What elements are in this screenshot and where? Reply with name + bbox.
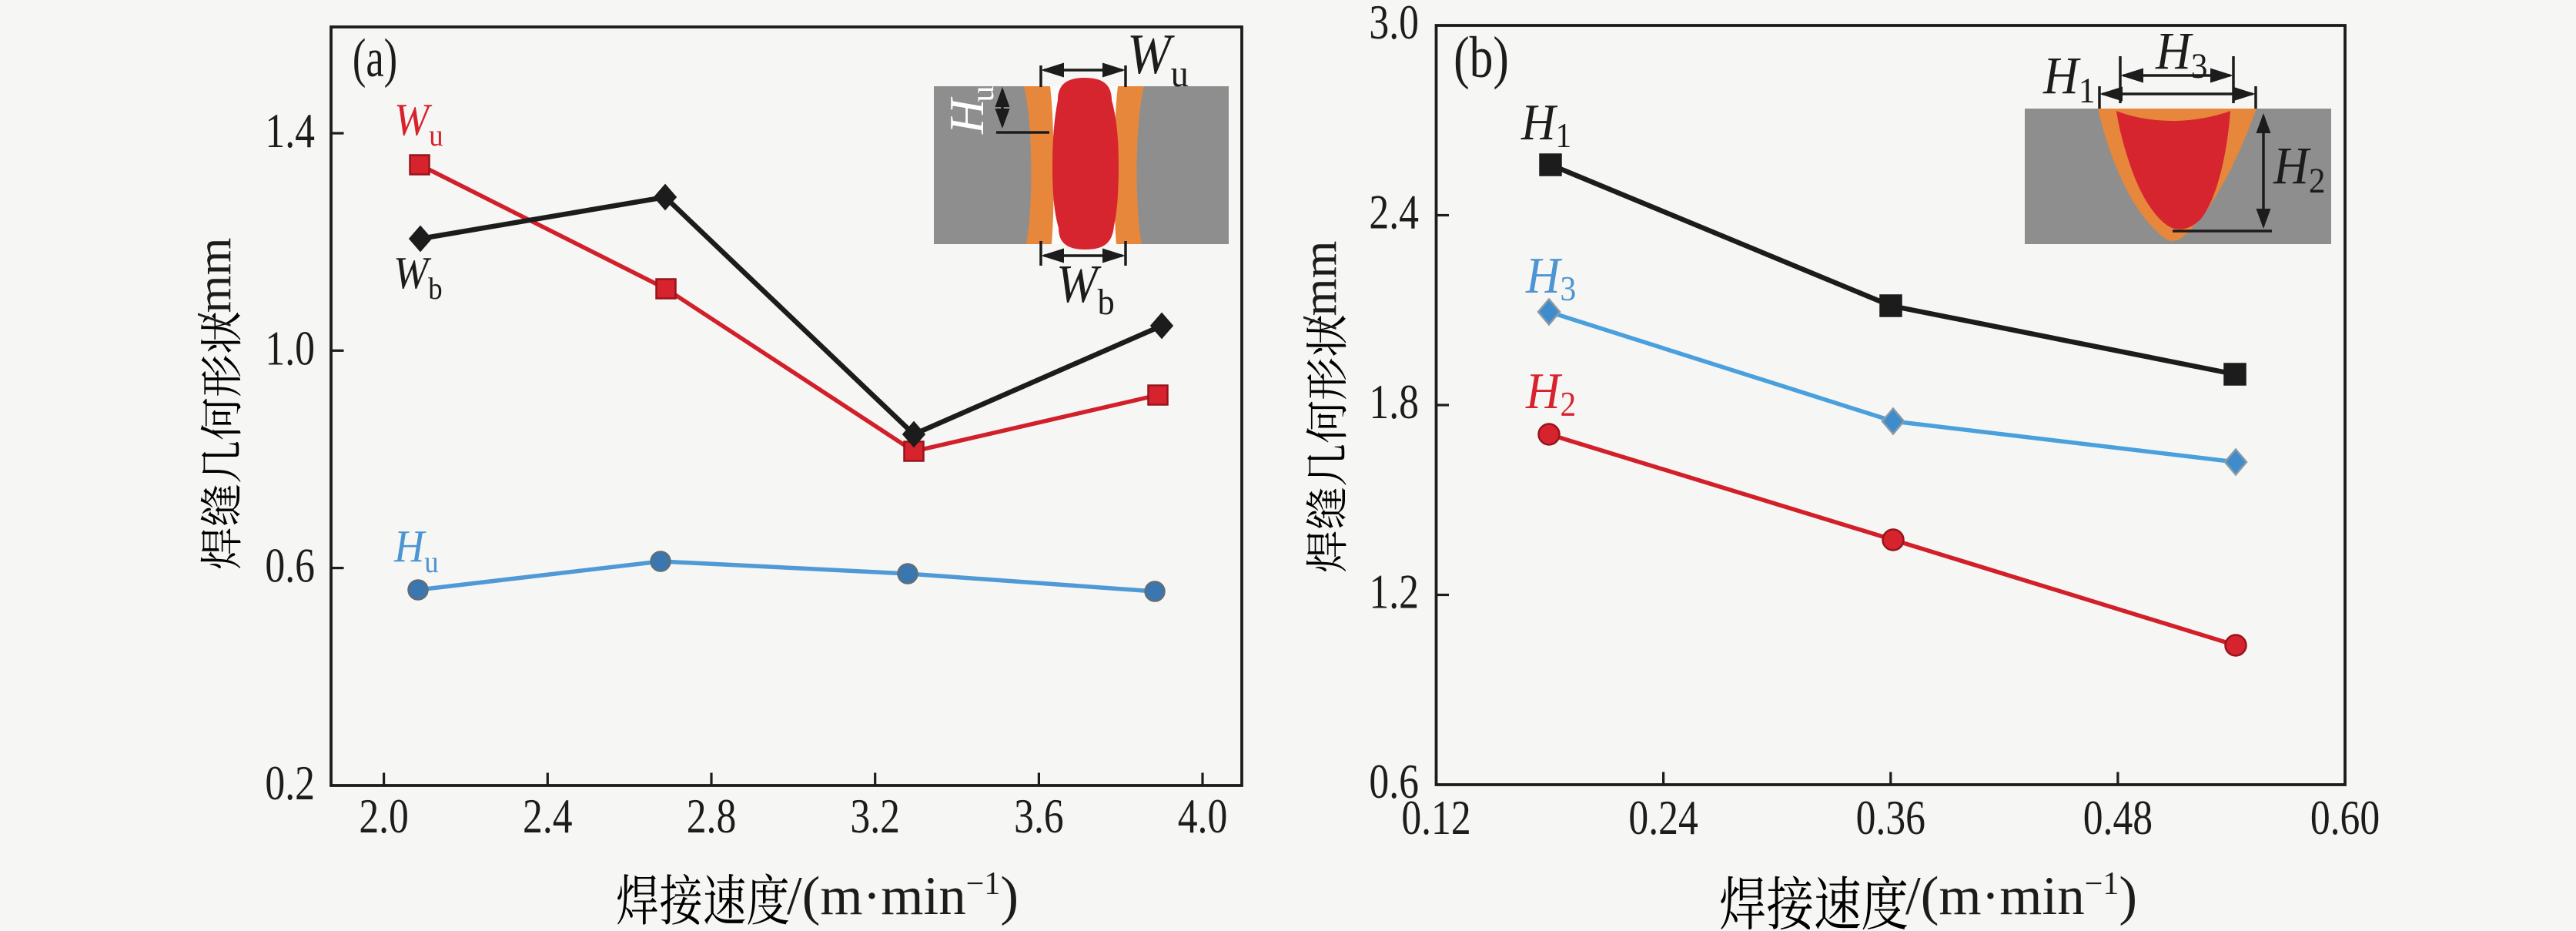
svg-text:1.8: 1.8 [1369,376,1419,429]
svg-text:0.12: 0.12 [1401,792,1470,845]
svg-text:3.6: 3.6 [1014,790,1064,843]
svg-text:Wb: Wb [1056,254,1115,323]
svg-text:2.4: 2.4 [1369,186,1419,239]
svg-text:/mm: /mm [1293,240,1347,330]
svg-text:0.60: 0.60 [2310,792,2380,845]
svg-text:/mm: /mm [187,237,241,327]
svg-text:0.6: 0.6 [265,540,315,593]
svg-text:2.8: 2.8 [687,790,737,843]
svg-text:(a): (a) [353,27,397,89]
svg-text:2.0: 2.0 [359,790,409,843]
svg-text:1.0: 1.0 [265,323,315,376]
svg-text:2.4: 2.4 [523,790,573,843]
svg-text:1.4: 1.4 [265,105,315,158]
svg-text:0.2: 0.2 [265,757,315,810]
svg-text:4.0: 4.0 [1178,790,1228,843]
svg-text:3.2: 3.2 [850,790,900,843]
svg-text:0.24: 0.24 [1628,792,1698,845]
svg-text:Wu: Wu [394,95,443,152]
svg-text:0.36: 0.36 [1856,792,1925,845]
svg-text:1.2: 1.2 [1369,566,1419,619]
svg-text:(b): (b) [1454,25,1509,90]
svg-text:0.48: 0.48 [2083,792,2153,845]
svg-text:0.6: 0.6 [1369,755,1419,809]
svg-text:3.0: 3.0 [1369,0,1419,49]
svg-text:/(m·min−1): /(m·min−1) [1905,866,2137,926]
